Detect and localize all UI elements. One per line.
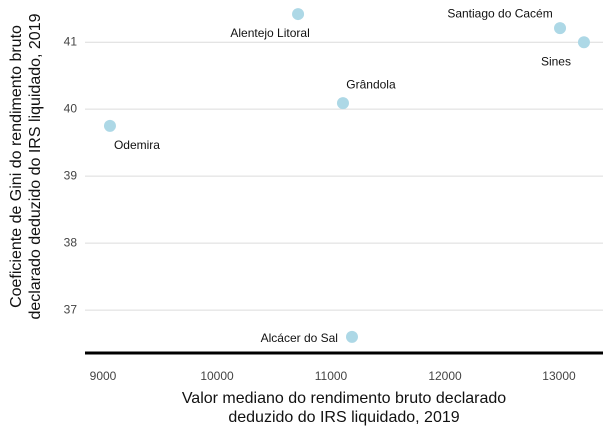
y-tick-label: 40 [64, 101, 78, 115]
x-tick-label: 13000 [542, 369, 576, 383]
x-tick-label: 10000 [200, 369, 234, 383]
point-label: Santiago do Cacém [447, 6, 552, 20]
y-axis-title: Coeficiente de Gini do rendimento bruto [8, 25, 25, 308]
point [292, 8, 305, 21]
point-label: Alentejo Litoral [230, 26, 309, 40]
x-tick-label: 9000 [90, 369, 117, 383]
y-tick-label: 41 [64, 34, 78, 48]
x-axis-title: Valor mediano do rendimento bruto declar… [182, 390, 506, 407]
point-label: Grândola [346, 77, 396, 91]
point-label: Sines [541, 54, 571, 68]
y-axis-title: declarado deduzido do IRS liquidado, 201… [27, 13, 44, 319]
y-tick-label: 39 [64, 168, 78, 182]
point [577, 36, 590, 49]
x-tick-label: 11000 [315, 369, 348, 383]
point [336, 97, 349, 110]
point [554, 22, 567, 35]
point [103, 119, 116, 132]
x-axis-title: deduzido do IRS liquidado, 2019 [228, 409, 459, 426]
x-tick-label: 12000 [428, 369, 462, 383]
point-label: Alcácer do Sal [261, 331, 338, 345]
point-label: Odemira [114, 138, 160, 152]
y-tick-label: 37 [64, 302, 78, 316]
point [345, 330, 358, 343]
y-tick-label: 38 [64, 235, 78, 249]
